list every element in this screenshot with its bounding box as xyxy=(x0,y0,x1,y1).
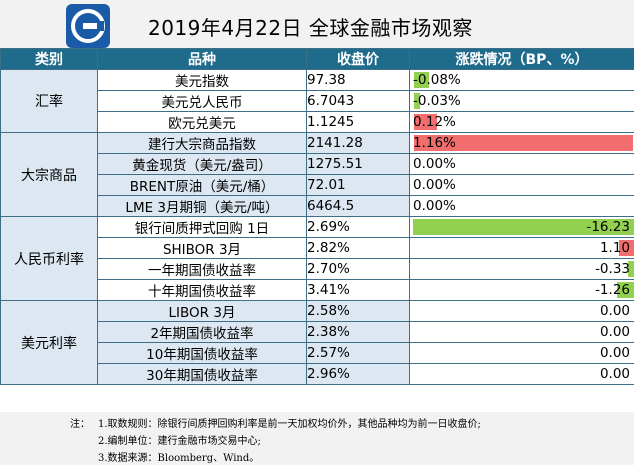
product-name: 黄金现货（美元/盎司） xyxy=(97,153,307,175)
notes-label: 注： xyxy=(70,419,90,430)
table-row: 美元兑人民币 6.7043 -0.03% xyxy=(1,90,634,112)
table-header-row: 类别 品种 收盘价 涨跌情况（BP、%） xyxy=(0,48,634,70)
table-row: 大宗商品 建行大宗商品指数 2141.28 1.16% xyxy=(0,132,634,217)
change-value: 1.16% xyxy=(413,135,456,151)
close-price: 2.96% xyxy=(306,363,410,385)
table-row: 汇率 美元指数 97.38 -0.08% xyxy=(0,69,634,133)
change-cell: -0.03% xyxy=(409,90,634,112)
close-price: 1275.51 xyxy=(306,153,410,175)
category-cell: 大宗商品 xyxy=(0,132,98,217)
table-row: 欧元兑美元 1.1245 0.12% xyxy=(1,111,634,133)
change-value: 1.10 xyxy=(599,240,630,256)
table-row: LME 3月期铜（美元/吨） 6464.5 0.00% xyxy=(1,195,634,217)
change-cell: -16.23 xyxy=(409,216,634,238)
product-name: 十年期国债收益率 xyxy=(97,279,307,301)
report-title: 2019年4月22日 全球金融市场观察 xyxy=(148,16,473,40)
close-price: 2.70% xyxy=(306,258,410,280)
change-value: -1.26 xyxy=(595,282,630,298)
product-name: 10年期国债收益率 xyxy=(97,342,307,364)
change-bar xyxy=(616,282,634,298)
product-name: 一年期国债收益率 xyxy=(97,258,307,280)
change-bar xyxy=(628,261,634,277)
change-cell: 0.00% xyxy=(409,195,634,217)
change-value: 0.00 xyxy=(599,324,630,340)
change-value: 0.12% xyxy=(413,114,456,130)
change-cell: 0.00 xyxy=(409,363,634,385)
change-value: -0.33 xyxy=(595,261,630,277)
table-row: SHIBOR 3月 2.82% 1.10 xyxy=(1,237,634,259)
change-value: -16.23 xyxy=(586,219,630,235)
table-row: 一年期国债收益率 2.70% -0.33 xyxy=(1,258,634,280)
change-cell: 0.12% xyxy=(409,111,634,133)
header-close: 收盘价 xyxy=(306,48,410,70)
table-row: 30年期国债收益率 2.96% 0.00 xyxy=(1,363,634,385)
close-price: 6.7043 xyxy=(306,90,410,112)
category-cell: 美元利率 xyxy=(0,300,98,385)
note-line: 3.数据来源：Bloomberg、Wind。 xyxy=(98,453,260,464)
change-cell: 0.00% xyxy=(409,174,634,196)
change-value: 0.00% xyxy=(413,156,456,172)
change-value: 0.00 xyxy=(599,366,630,382)
change-cell: 0.00 xyxy=(409,342,634,364)
category-cell: 汇率 xyxy=(0,69,98,133)
change-bar xyxy=(413,219,634,235)
close-price: 2141.28 xyxy=(306,132,410,154)
close-price: 2.38% xyxy=(306,321,410,343)
close-price: 2.82% xyxy=(306,237,410,259)
product-name: 建行大宗商品指数 xyxy=(97,132,307,154)
close-price: 6464.5 xyxy=(306,195,410,217)
header-change: 涨跌情况（BP、%） xyxy=(409,48,634,70)
change-cell: -0.33 xyxy=(409,258,634,280)
product-name: SHIBOR 3月 xyxy=(97,237,307,259)
change-cell: 1.10 xyxy=(409,237,634,259)
change-value: 0.00 xyxy=(599,303,630,319)
change-bar xyxy=(414,114,437,130)
change-bar xyxy=(414,93,420,109)
change-cell: 0.00% xyxy=(409,153,634,175)
table-body: 汇率 美元指数 97.38 -0.08% 美元兑人民币 6.7043 -0.03% 欧元兑美元… xyxy=(0,69,634,385)
close-price: 3.41% xyxy=(306,279,410,301)
close-price: 72.01 xyxy=(306,174,410,196)
change-value: 0.00 xyxy=(599,345,630,361)
product-name: LIBOR 3月 xyxy=(97,300,307,322)
notes-section: 注： 1.取数规则：除银行间质押回购利率是前一天加权均价外，其他品种均为前一日收… xyxy=(0,412,634,465)
product-name: 2年期国债收益率 xyxy=(97,321,307,343)
product-name: 30年期国债收益率 xyxy=(97,363,307,385)
table-row: 美元利率 LIBOR 3月 2.58% 0.00 xyxy=(0,300,634,385)
change-bar xyxy=(414,135,633,151)
product-name: 欧元兑美元 xyxy=(97,111,307,133)
close-price: 1.1245 xyxy=(306,111,410,133)
product-name: 银行间质押式回购 1日 xyxy=(97,216,307,238)
close-price: 2.58% xyxy=(306,300,410,322)
note-line: 2.编制单位：建行金融市场交易中心; xyxy=(98,436,261,447)
note-line: 1.取数规则：除银行间质押回购利率是前一天加权均价外，其他品种均为前一日收盘价; xyxy=(98,419,481,430)
table-row: BRENT原油（美元/桶） 72.01 0.00% xyxy=(1,174,634,196)
change-cell: -1.26 xyxy=(409,279,634,301)
change-value: 0.00% xyxy=(413,198,456,214)
product-name: LME 3月期铜（美元/吨） xyxy=(97,195,307,217)
change-bar xyxy=(414,72,430,88)
category-cell: 人民币利率 xyxy=(0,216,98,301)
change-cell: 1.16% xyxy=(409,132,634,154)
change-cell: 0.00 xyxy=(409,321,634,343)
change-value: -0.08% xyxy=(413,72,461,88)
product-name: 美元指数 xyxy=(97,69,307,91)
close-price: 2.69% xyxy=(306,216,410,238)
market-table: 类别 品种 收盘价 涨跌情况（BP、%） 汇率 美元指数 97.38 -0.08% 美元… xyxy=(0,48,634,385)
product-name: 美元兑人民币 xyxy=(97,90,307,112)
change-bar xyxy=(619,240,634,256)
table-row: 人民币利率 银行间质押式回购 1日 2.69% -16.23 xyxy=(0,216,634,301)
product-name: BRENT原油（美元/桶） xyxy=(97,174,307,196)
close-price: 2.57% xyxy=(306,342,410,364)
bank-logo-icon xyxy=(66,4,110,48)
change-cell: 0.00 xyxy=(409,300,634,322)
table-row: 2年期国债收益率 2.38% 0.00 xyxy=(1,321,634,343)
change-cell: -0.08% xyxy=(409,69,634,91)
close-price: 97.38 xyxy=(306,69,410,91)
header-category: 类别 xyxy=(0,48,98,70)
change-value: 0.00% xyxy=(413,177,456,193)
report-header: 2019年4月22日 全球金融市场观察 xyxy=(0,0,634,48)
change-value: -0.03% xyxy=(413,93,461,109)
header-product: 品种 xyxy=(97,48,307,70)
